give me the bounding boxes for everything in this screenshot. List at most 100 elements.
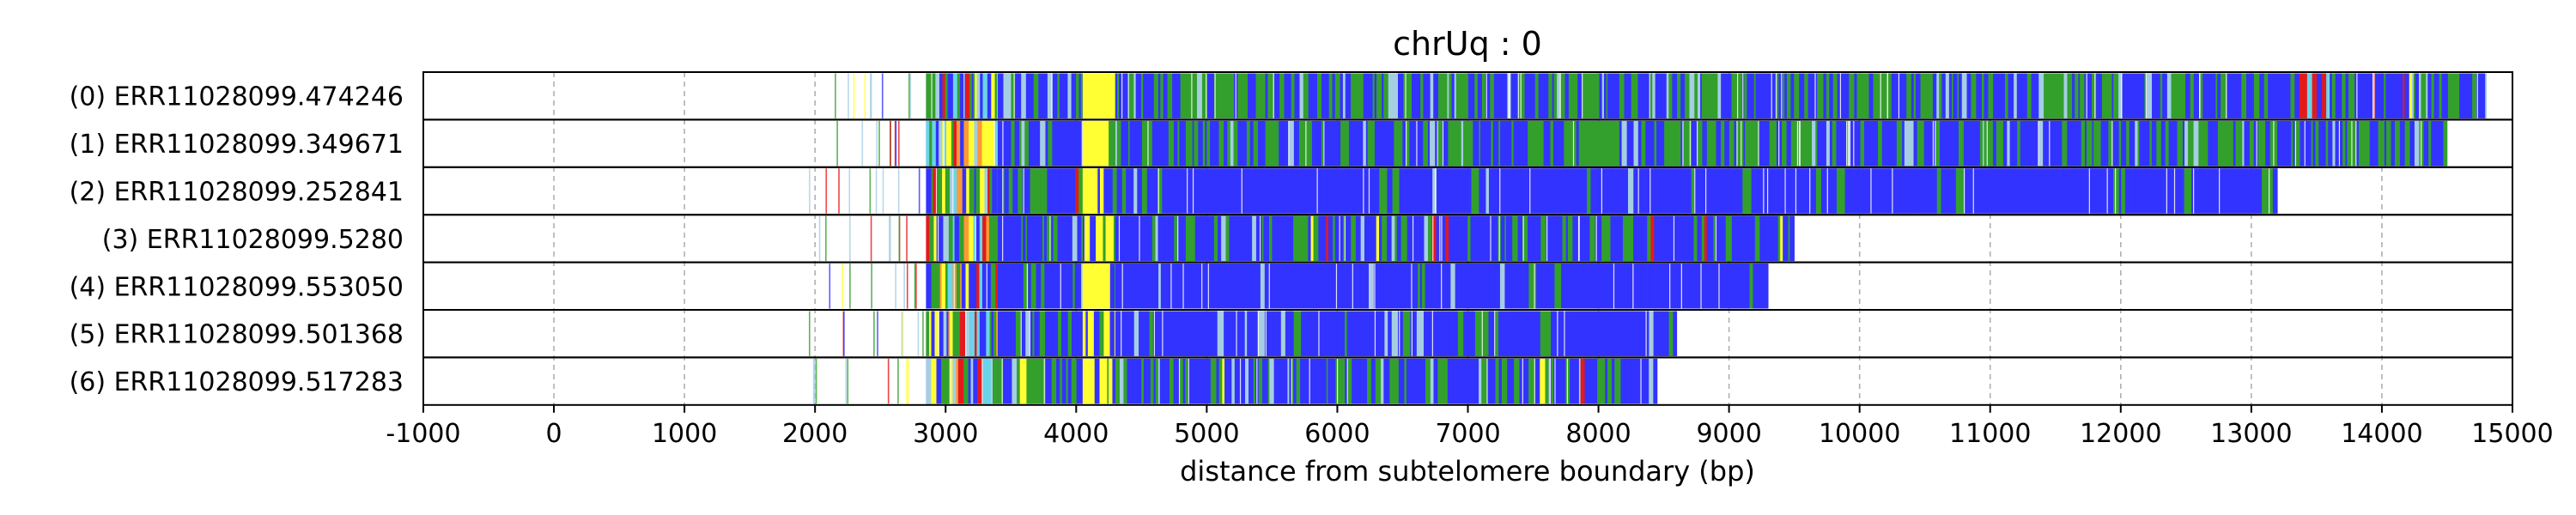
read-stripe — [1253, 120, 1257, 167]
read-stripe — [1105, 215, 1110, 262]
read-gap — [1529, 168, 1531, 214]
read-stripe — [2409, 120, 2415, 167]
read-stripe — [1019, 358, 1023, 404]
read-stripe — [1539, 215, 1541, 262]
read-stripe — [2162, 73, 2168, 118]
read-stripe — [2127, 73, 2134, 118]
read-stripe — [1030, 168, 1036, 214]
read-stripe — [1909, 120, 1914, 167]
read-stripe — [2260, 120, 2266, 167]
read-stripe — [1145, 215, 1151, 262]
read-stripe — [1741, 120, 1744, 167]
read-stripe — [981, 120, 986, 167]
read-stripe — [2278, 73, 2282, 118]
read-stripe — [1874, 168, 1883, 214]
read-stripe — [981, 264, 985, 309]
read-stripe — [1291, 358, 1294, 404]
read-stripe — [1603, 168, 1613, 214]
read-stripe — [1422, 168, 1431, 214]
read-stripe — [2250, 168, 2256, 214]
read-stripe — [1051, 168, 1055, 214]
read-stripe — [2331, 73, 2336, 118]
read-stripe — [1124, 215, 1130, 262]
read-stripe — [2135, 120, 2138, 167]
read-stripe — [1055, 73, 1058, 118]
read-stripe — [943, 311, 947, 356]
read-stripe — [1701, 215, 1705, 262]
read-stripe — [2356, 120, 2360, 167]
read-stripe — [1326, 264, 1332, 309]
read-stripe — [1002, 168, 1005, 214]
read-stripe — [2200, 168, 2202, 214]
read-stripe — [1309, 264, 1315, 309]
read-stripe — [1616, 311, 1619, 356]
read-stripe — [1674, 215, 1679, 262]
read-stripe — [1038, 73, 1043, 118]
read-stripe — [2158, 120, 2162, 167]
read-stripe — [1668, 311, 1674, 356]
read-stripe — [1685, 73, 1690, 118]
read-stripe — [1595, 215, 1600, 262]
read-stripe — [1277, 215, 1282, 262]
read-gap — [1577, 215, 1580, 262]
read-stripe — [1133, 73, 1136, 118]
read-stripe — [1691, 168, 1695, 214]
read-stripe — [2332, 120, 2336, 167]
read-stripe — [1333, 168, 1340, 214]
read-gap — [1178, 358, 1181, 404]
read-stripe — [1485, 168, 1490, 214]
read-stripe — [1861, 73, 1863, 118]
read-stripe — [1612, 120, 1615, 167]
read-stripe — [2431, 73, 2434, 118]
read-stripe — [1406, 120, 1410, 167]
read-stripe — [1474, 120, 1479, 167]
read-stripe — [973, 358, 978, 404]
read-stripe — [2071, 120, 2076, 167]
read-stripe — [1431, 264, 1439, 309]
read-stripe — [2373, 120, 2379, 167]
read-stripe — [1832, 120, 1837, 167]
read-stripe — [1021, 215, 1024, 262]
read-stripe — [1379, 168, 1388, 214]
read-stripe — [1082, 73, 1084, 118]
read-stripe — [1369, 215, 1375, 262]
read-stripe — [1352, 264, 1356, 309]
read-stripe — [1819, 73, 1821, 118]
read-gap — [2121, 73, 2123, 118]
read-stripe — [1420, 358, 1426, 404]
read-stripe — [2363, 73, 2368, 118]
read-stripe — [992, 168, 998, 214]
read-stripe — [1038, 215, 1043, 262]
read-stripe — [1625, 215, 1629, 262]
read-stripe — [1433, 73, 1439, 118]
read-stripe — [2044, 73, 2048, 118]
read-stripe — [1462, 73, 1469, 118]
read-stripe — [1623, 358, 1625, 404]
read-stripe — [1668, 168, 1674, 214]
read-stripe — [1697, 73, 1701, 118]
read-stripe — [1585, 215, 1590, 262]
read-stripe — [1087, 311, 1091, 356]
read-stripe — [1718, 264, 1728, 309]
read-stripe — [1202, 120, 1206, 167]
read-stripe — [2263, 73, 2267, 118]
read-mark — [845, 358, 848, 404]
read-stripe — [1558, 311, 1564, 356]
read-stripe — [1778, 73, 1783, 118]
read-stripe — [989, 215, 993, 262]
read-stripe — [1419, 264, 1423, 309]
read-stripe — [996, 73, 999, 118]
read-stripe — [2112, 168, 2120, 214]
read-stripe — [1402, 120, 1406, 167]
read-stripe — [1129, 215, 1133, 262]
read-stripe — [1445, 215, 1449, 262]
read-stripe — [1705, 73, 1711, 118]
read-stripe — [1345, 311, 1347, 356]
read-stripe — [1954, 120, 1959, 167]
read-stripe — [1007, 73, 1012, 118]
read-stripe — [1157, 311, 1163, 356]
read-stripe — [1596, 264, 1604, 309]
read-stripe — [1146, 120, 1153, 167]
read-stripe — [1551, 168, 1560, 214]
read-stripe — [1351, 120, 1355, 167]
